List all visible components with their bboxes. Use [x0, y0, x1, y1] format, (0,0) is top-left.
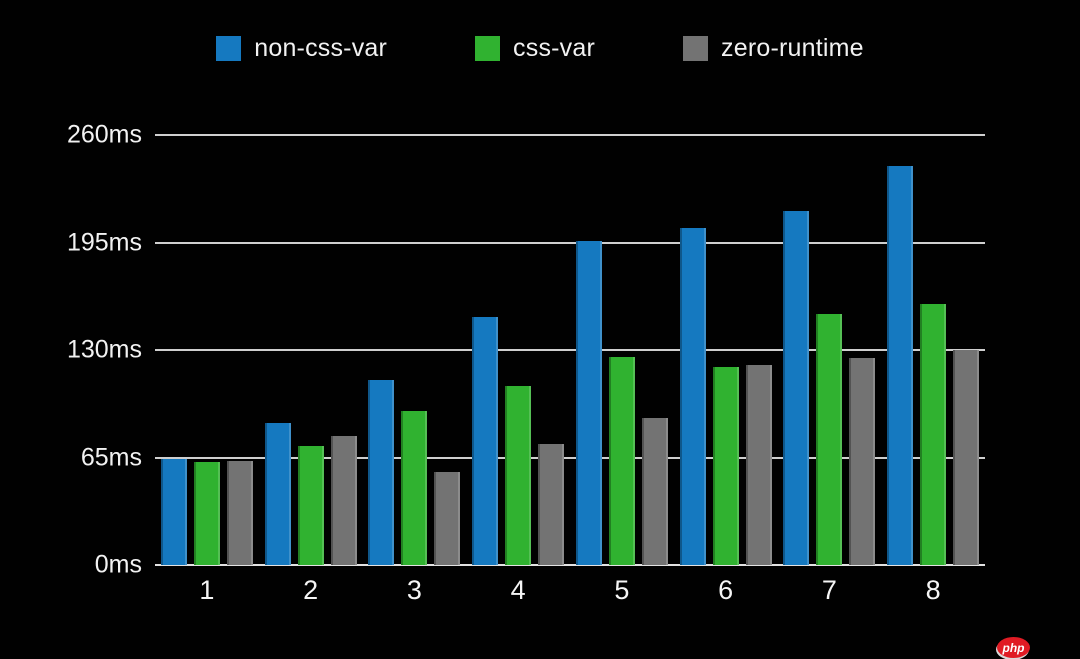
legend-item-non-css-var: non-css-var [216, 34, 387, 63]
x-tick-label-7: 7 [821, 575, 837, 605]
bar-group-8 [881, 135, 985, 565]
bar-non-css-var-2 [264, 422, 291, 565]
bar-zero-runtime-3 [434, 472, 461, 565]
x-axis-labels: 1 2 3 4 5 6 7 8 [155, 575, 985, 606]
bar-group-1 [155, 135, 259, 565]
gridline-260ms [155, 134, 985, 136]
php-logo-text: php [1002, 640, 1025, 655]
bar-zero-runtime-6 [745, 364, 772, 565]
bar-css-var-6 [712, 366, 739, 565]
bar-zero-runtime-1 [226, 460, 253, 565]
bars-layer [155, 135, 985, 565]
legend-label: css-var [513, 34, 596, 62]
y-tick-label: 0ms [94, 550, 142, 579]
x-tick-label-1: 1 [199, 575, 215, 605]
bar-css-var-5 [608, 356, 635, 565]
bar-zero-runtime-4 [538, 444, 565, 565]
legend-label: zero-runtime [721, 34, 864, 62]
bar-non-css-var-1 [160, 459, 187, 565]
legend-item-css-var: css-var [475, 34, 595, 63]
gridline-130ms [155, 349, 985, 351]
bar-non-css-var-6 [679, 227, 706, 565]
bar-group-3 [363, 135, 467, 565]
bar-css-var-7 [816, 313, 843, 565]
bar-non-css-var-3 [368, 379, 395, 565]
php-logo: php [997, 637, 1030, 658]
bar-group-4 [466, 135, 570, 565]
bar-non-css-var-8 [887, 166, 914, 565]
y-tick-label: 130ms [66, 335, 142, 364]
bar-css-var-3 [401, 411, 428, 565]
x-tick-label-2: 2 [303, 575, 319, 605]
x-tick-label-6: 6 [718, 575, 734, 605]
y-tick-label: 260ms [66, 120, 142, 149]
legend-label: non-css-var [254, 34, 388, 62]
bar-group-6 [674, 135, 778, 565]
y-tick-label: 65ms [80, 443, 142, 471]
legend-swatch-icon [216, 36, 242, 61]
gridline-65ms [155, 456, 985, 459]
bar-non-css-var-4 [472, 316, 499, 565]
bar-group-5 [570, 135, 674, 565]
bar-zero-runtime-7 [849, 358, 876, 565]
bar-zero-runtime-2 [330, 436, 357, 565]
bar-zero-runtime-5 [641, 417, 668, 565]
bar-non-css-var-5 [575, 240, 602, 565]
legend-swatch-icon [683, 36, 709, 61]
bar-non-css-var-7 [783, 211, 810, 565]
bar-css-var-1 [193, 462, 220, 565]
bar-group-7 [778, 135, 882, 565]
x-axis-baseline [155, 564, 985, 566]
bar-group-2 [259, 135, 363, 565]
x-tick-label-3: 3 [406, 575, 422, 605]
legend-item-zero-runtime: zero-runtime [683, 34, 864, 63]
x-tick-label-8: 8 [925, 575, 941, 605]
bar-css-var-4 [505, 386, 532, 565]
bar-css-var-8 [920, 303, 947, 565]
x-tick-label-4: 4 [510, 575, 526, 605]
chart-legend: non-css-var css-var zero-runtime [0, 34, 1080, 63]
y-tick-label: 195ms [66, 228, 142, 256]
bar-zero-runtime-8 [953, 350, 980, 565]
x-tick-label-5: 5 [614, 575, 630, 605]
bar-css-var-2 [297, 445, 324, 565]
gridline-195ms [155, 241, 985, 244]
plot-area: 260ms 195ms 130ms 65ms 0ms [67, 121, 985, 579]
legend-swatch-icon [475, 36, 501, 61]
